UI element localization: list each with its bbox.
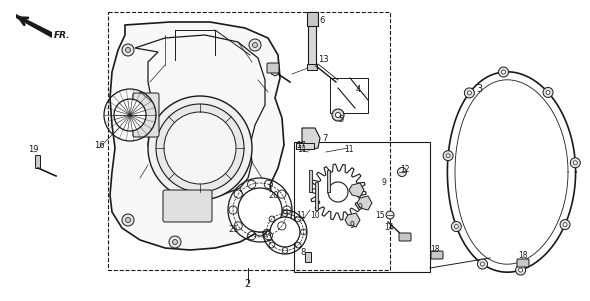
FancyBboxPatch shape bbox=[133, 93, 159, 137]
Circle shape bbox=[446, 154, 450, 158]
Text: 15: 15 bbox=[375, 211, 385, 220]
Circle shape bbox=[126, 218, 130, 222]
Text: 6: 6 bbox=[319, 16, 324, 25]
Circle shape bbox=[122, 44, 134, 56]
Circle shape bbox=[451, 222, 461, 231]
Circle shape bbox=[563, 223, 567, 227]
FancyBboxPatch shape bbox=[267, 63, 279, 73]
Circle shape bbox=[172, 240, 178, 244]
Polygon shape bbox=[110, 22, 284, 250]
Text: 18: 18 bbox=[430, 245, 440, 254]
Bar bbox=[309, 170, 312, 192]
Circle shape bbox=[454, 225, 458, 228]
Text: 7: 7 bbox=[322, 134, 327, 143]
Circle shape bbox=[386, 211, 394, 219]
Text: 4: 4 bbox=[356, 85, 361, 94]
Text: 18: 18 bbox=[518, 251, 527, 260]
Bar bbox=[326, 170, 329, 192]
Polygon shape bbox=[302, 128, 320, 150]
FancyBboxPatch shape bbox=[163, 190, 212, 222]
Text: 11: 11 bbox=[297, 145, 306, 154]
Polygon shape bbox=[349, 183, 364, 197]
Polygon shape bbox=[345, 213, 360, 227]
Circle shape bbox=[122, 214, 134, 226]
Text: 13: 13 bbox=[318, 55, 329, 64]
Circle shape bbox=[543, 88, 553, 98]
Text: 14: 14 bbox=[384, 223, 394, 232]
Bar bbox=[314, 182, 317, 210]
Circle shape bbox=[238, 188, 282, 232]
Polygon shape bbox=[16, 14, 52, 38]
Circle shape bbox=[560, 220, 570, 230]
Circle shape bbox=[477, 259, 487, 269]
Text: 3: 3 bbox=[476, 84, 482, 94]
FancyBboxPatch shape bbox=[35, 156, 41, 169]
Circle shape bbox=[169, 236, 181, 248]
Circle shape bbox=[332, 109, 344, 121]
Text: 5: 5 bbox=[338, 115, 343, 124]
Text: 9: 9 bbox=[382, 178, 387, 187]
Circle shape bbox=[164, 112, 236, 184]
Text: 8: 8 bbox=[300, 248, 306, 257]
FancyBboxPatch shape bbox=[399, 233, 411, 241]
Text: 9: 9 bbox=[358, 203, 363, 212]
Text: 19: 19 bbox=[28, 145, 38, 154]
Text: 11: 11 bbox=[296, 211, 306, 220]
Circle shape bbox=[519, 268, 523, 272]
Text: 21: 21 bbox=[228, 225, 238, 234]
Circle shape bbox=[156, 104, 244, 192]
Circle shape bbox=[516, 265, 526, 275]
Circle shape bbox=[573, 161, 578, 165]
Text: 10: 10 bbox=[310, 211, 320, 220]
Bar bbox=[306, 12, 317, 26]
Circle shape bbox=[499, 67, 509, 77]
Text: FR.: FR. bbox=[54, 31, 70, 40]
Text: 11: 11 bbox=[344, 145, 353, 154]
Circle shape bbox=[464, 88, 474, 98]
Circle shape bbox=[114, 99, 146, 131]
Circle shape bbox=[148, 96, 252, 200]
Circle shape bbox=[249, 39, 261, 51]
Text: 2: 2 bbox=[244, 279, 250, 289]
Circle shape bbox=[502, 70, 506, 74]
Circle shape bbox=[480, 262, 484, 266]
Circle shape bbox=[126, 48, 130, 52]
Text: 16: 16 bbox=[94, 141, 104, 150]
Circle shape bbox=[257, 228, 263, 232]
Bar bbox=[307, 64, 317, 70]
Circle shape bbox=[270, 217, 300, 247]
Bar bbox=[305, 252, 311, 262]
FancyBboxPatch shape bbox=[431, 251, 443, 259]
Bar bbox=[296, 143, 314, 149]
Circle shape bbox=[398, 167, 407, 176]
Circle shape bbox=[336, 113, 340, 117]
Text: 20: 20 bbox=[268, 191, 278, 200]
FancyBboxPatch shape bbox=[517, 259, 529, 267]
Circle shape bbox=[254, 224, 266, 236]
Circle shape bbox=[546, 90, 550, 95]
Bar bbox=[108, 12, 390, 270]
Polygon shape bbox=[271, 68, 278, 76]
Circle shape bbox=[253, 42, 257, 48]
Circle shape bbox=[571, 158, 581, 168]
Polygon shape bbox=[357, 196, 372, 210]
Bar bbox=[294, 142, 430, 272]
Bar bbox=[330, 78, 368, 113]
Text: 17: 17 bbox=[296, 141, 306, 150]
Text: 9: 9 bbox=[350, 221, 355, 230]
Circle shape bbox=[443, 151, 453, 161]
Bar bbox=[308, 12, 316, 67]
Text: 12: 12 bbox=[400, 165, 409, 174]
Circle shape bbox=[467, 91, 471, 95]
